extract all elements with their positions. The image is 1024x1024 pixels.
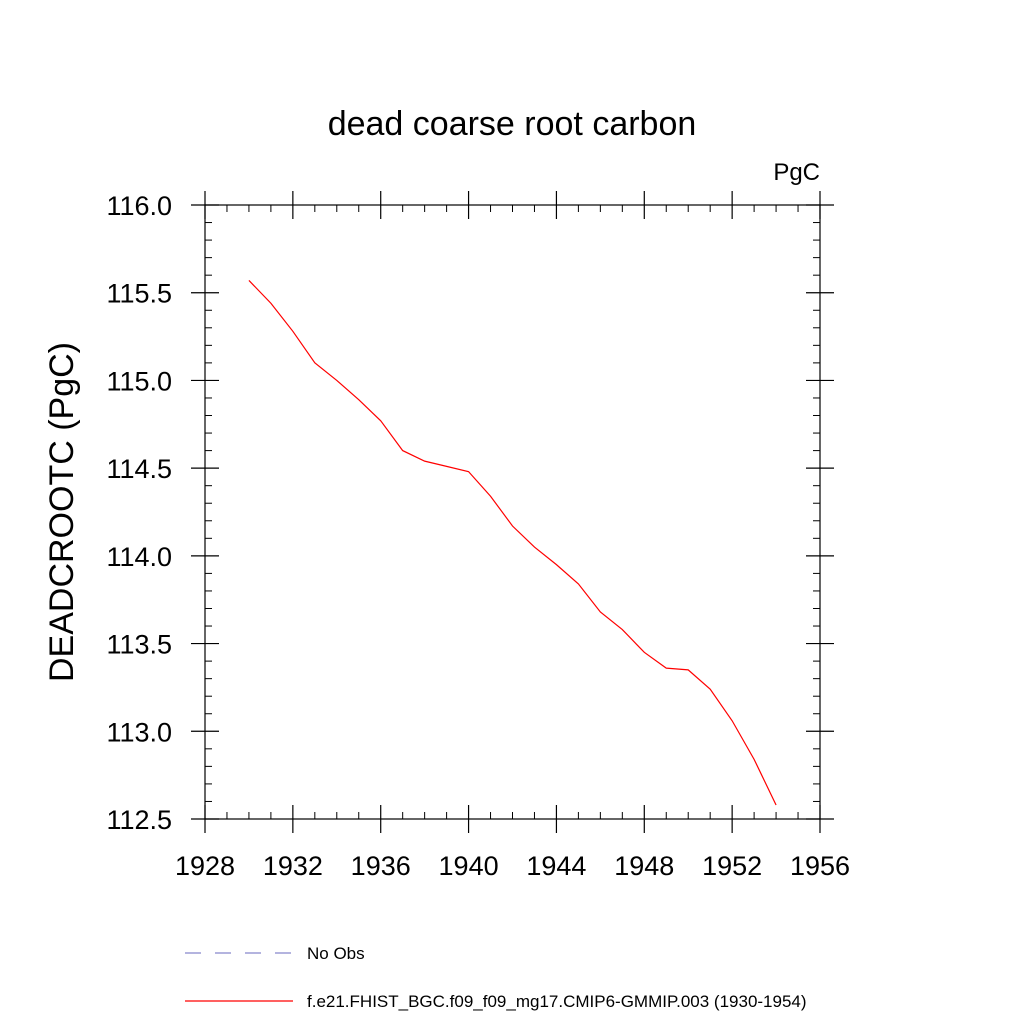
legend-label-series: f.e21.FHIST_BGC.f09_f09_mg17.CMIP6-GMMIP…	[307, 992, 807, 1011]
y-tick-labels: 112.5 113.0 113.5 114.0 114.5 115.0 115.5 116.0	[106, 191, 172, 835]
x-tick-label: 1936	[351, 851, 411, 881]
y-tick-label: 113.5	[106, 630, 172, 660]
y-tick-label: 112.5	[106, 805, 172, 835]
x-tick-label: 1932	[263, 851, 323, 881]
x-tick-label: 1944	[526, 851, 586, 881]
units-label: PgC	[773, 159, 820, 186]
x-tick-label: 1940	[439, 851, 499, 881]
legend-label-no-obs: No Obs	[307, 944, 365, 963]
y-axis-label: DEADCROOTC (PgC)	[43, 342, 81, 682]
plot-frame	[204, 204, 821, 820]
series-line	[248, 280, 777, 806]
y-tick-label: 114.5	[106, 454, 172, 484]
x-tick-label: 1948	[614, 851, 674, 881]
axis-tick-marks	[191, 191, 834, 833]
x-tick-label: 1956	[790, 851, 850, 881]
y-tick-label: 115.5	[106, 279, 172, 309]
chart-title: dead coarse root carbon	[328, 105, 697, 143]
x-tick-label: 1928	[175, 851, 235, 881]
y-tick-label: 115.0	[106, 366, 172, 396]
x-tick-label: 1952	[702, 851, 762, 881]
x-tick-labels: 1928 1932 1936 1940 1944 1948 1952 1956	[175, 851, 850, 881]
y-tick-label: 113.0	[106, 717, 172, 747]
y-tick-label: 114.0	[106, 542, 172, 572]
y-tick-label: 116.0	[106, 191, 172, 221]
legend: No Obs f.e21.FHIST_BGC.f09_f09_mg17.CMIP…	[185, 944, 807, 1011]
series-group	[248, 280, 777, 806]
